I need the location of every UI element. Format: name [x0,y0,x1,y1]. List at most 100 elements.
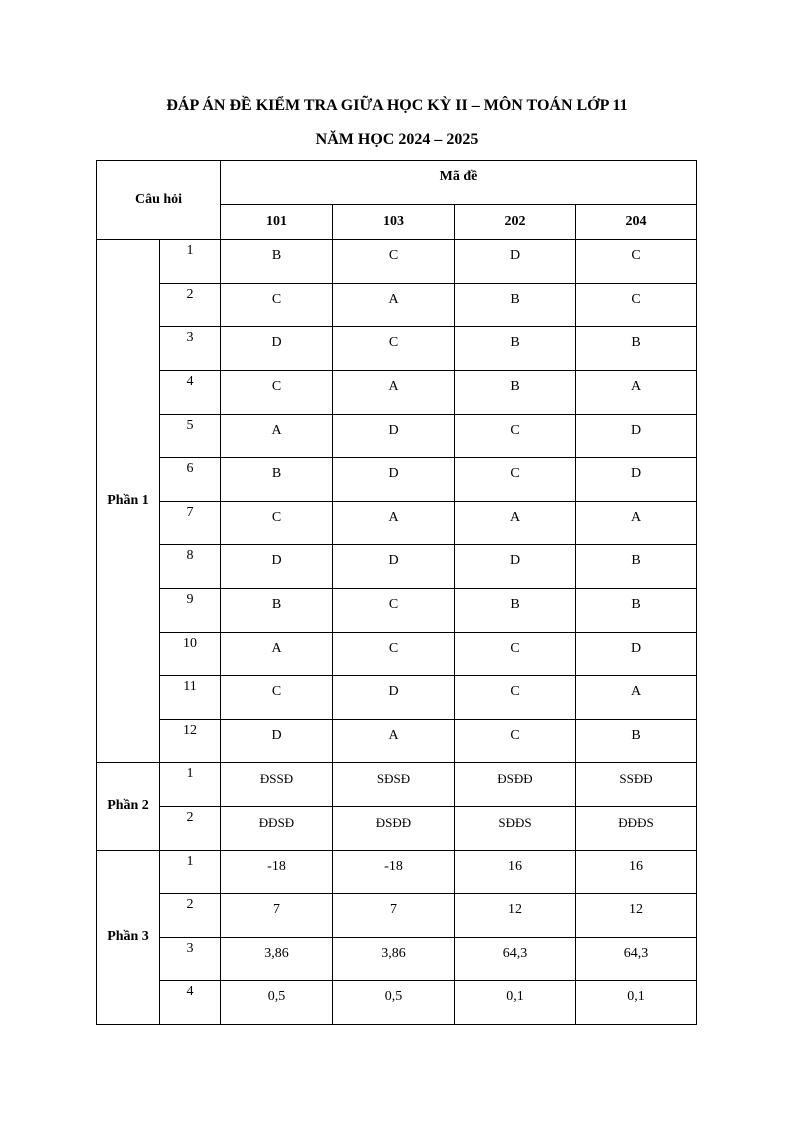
answer-cell: D [332,544,455,589]
answer-cell: C [454,631,576,677]
answer-cell: C [220,500,333,546]
table-row: 4 0,5 0,5 0,1 0,1 [97,980,697,1025]
answer-cell: ĐĐSĐ [220,805,333,851]
table-row: 3 3,86 3,86 64,3 64,3 [97,936,697,982]
answer-cell: B [575,326,697,371]
answer-cell: ĐSĐĐ [454,762,576,807]
answer-cell: 0,1 [454,980,576,1025]
document-title: ĐÁP ÁN ĐỀ KIỂM TRA GIỮA HỌC KỲ II – MÔN … [166,97,628,114]
answer-cell: D [332,413,455,459]
answer-cell: D [332,457,455,502]
question-number: 12 [159,718,221,764]
answer-cell: 0,5 [220,980,333,1025]
answer-cell: B [220,457,333,502]
answer-cell: A [575,369,697,415]
header-code-103: 103 [332,203,455,241]
answer-cell: SĐĐS [454,805,576,851]
answer-cell: D [575,631,697,677]
table-row: 12 D A C B [97,718,697,764]
part-label: Phần 2 [96,762,160,851]
answer-cell: 64,3 [454,936,576,982]
question-number: 1 [159,239,221,284]
answer-cell: D [220,544,333,589]
document-subtitle: NĂM HỌC 2024 – 2025 [315,131,479,148]
answer-cell: A [332,718,455,764]
answer-cell: B [575,587,697,633]
answer-cell: 3,86 [220,936,333,982]
answer-cell: A [220,413,333,459]
answer-cell: C [332,326,455,371]
answer-cell: 7 [332,893,455,938]
answer-cell: C [575,239,697,284]
answer-cell: D [575,457,697,502]
answer-cell: D [332,675,455,720]
answer-cell: B [454,282,576,328]
question-number: 3 [159,326,221,371]
answer-cell: 64,3 [575,936,697,982]
question-number: 4 [159,369,221,415]
question-number: 1 [159,849,221,895]
question-number: 4 [159,980,221,1025]
question-number: 9 [159,587,221,633]
answer-cell: C [454,457,576,502]
answer-cell: C [220,369,333,415]
answer-cell: B [454,369,576,415]
answer-cell: D [454,544,576,589]
answer-cell: 0,5 [332,980,455,1025]
answer-cell: ĐĐĐS [575,805,697,851]
table-row: Phần 3 1 -18 -18 16 16 [96,849,697,1025]
answer-cell: C [575,282,697,328]
answer-cell: 12 [575,893,697,938]
question-number: 10 [159,631,221,677]
answer-cell: 0,1 [575,980,697,1025]
answer-cell: 16 [454,849,576,895]
answer-cell: C [454,413,576,459]
answer-cell: C [332,631,455,677]
answer-cell: B [575,718,697,764]
question-number: 3 [159,936,221,982]
answer-cell: A [575,500,697,546]
table-row: Phần 2 1 ĐSSĐ SĐSĐ ĐSĐĐ SSĐĐ [96,762,697,851]
question-number: 5 [159,413,221,459]
answer-cell: ĐSSĐ [220,762,333,807]
question-number: 6 [159,457,221,502]
answer-cell: C [332,587,455,633]
answer-cell: 3,86 [332,936,455,982]
answer-cell: A [454,500,576,546]
answer-cell: C [454,675,576,720]
question-number: 7 [159,500,221,546]
answer-cell: D [454,239,576,284]
header-code-204: 204 [575,203,697,241]
table-row: 10 A C C D [97,631,697,677]
header-code-101: 101 [220,203,333,241]
answer-cell: 16 [575,849,697,895]
answer-cell: B [454,587,576,633]
answer-cell: ĐSĐĐ [332,805,455,851]
table-row: 2 7 7 12 12 [97,893,697,938]
question-number: 1 [159,762,221,807]
question-number: 11 [159,675,221,720]
table-row: 2 ĐĐSĐ ĐSĐĐ SĐĐS ĐĐĐS [97,805,697,851]
answer-cell: C [332,239,455,284]
answer-cell: B [454,326,576,371]
header-code-202: 202 [454,203,576,241]
answer-cell: A [332,500,455,546]
part-label: Phần 3 [96,849,160,1025]
answer-cell: A [332,282,455,328]
answer-cell: C [220,675,333,720]
question-number: 8 [159,544,221,589]
answer-cell: A [332,369,455,415]
answer-cell: D [575,413,697,459]
answer-cell: -18 [332,849,455,895]
header-exam-code: Mã đề [220,160,697,205]
part-label: Phần 1 [96,239,160,764]
question-number: 2 [159,282,221,328]
